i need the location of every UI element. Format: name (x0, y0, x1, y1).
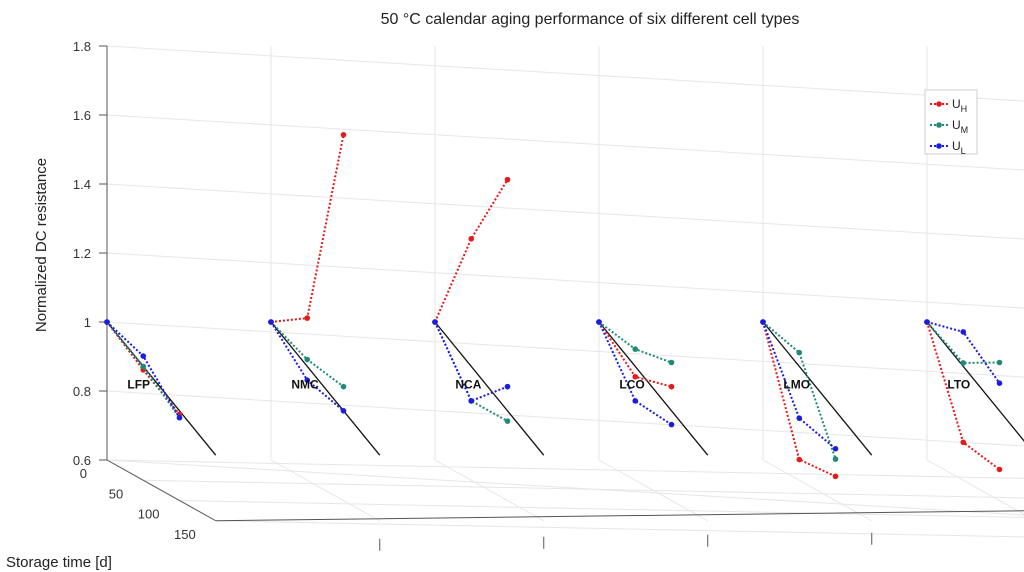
legend-box (924, 89, 978, 155)
data-point-lto-ul (996, 380, 1003, 387)
series-line-nmc-uh (270, 134, 345, 323)
data-point-lmo-ul (832, 445, 839, 452)
floor-gridline-depth (434, 459, 544, 522)
z-tick-label: 1.6 (73, 108, 91, 123)
floor-gridline-depth (270, 459, 380, 522)
time-tick-label: 50 (109, 486, 123, 501)
data-point-nmc-um (304, 356, 311, 363)
data-point-nmc-ul (340, 408, 347, 414)
legend-marker-um (936, 122, 942, 128)
series-line-lmo-uh (762, 321, 836, 478)
z-tick-label: 1.8 (73, 39, 91, 54)
z-gridline (106, 183, 1024, 240)
data-point-nmc-um (340, 383, 347, 390)
cell-label-lmo: LMO (783, 378, 810, 392)
series-line-lco-um (598, 321, 672, 364)
cell-label-lco: LCO (619, 378, 644, 392)
axes (99, 45, 1024, 551)
data-point-lto-ul (924, 319, 930, 325)
data-point-lco-uh (632, 373, 639, 380)
z-tick-label: 1 (84, 315, 91, 330)
z-tick-label: 0.6 (73, 453, 91, 468)
x-axis-line (215, 510, 1024, 522)
data-point-lco-ul (668, 421, 675, 428)
z-gridline (106, 252, 1024, 309)
data-point-lmo-uh (832, 473, 839, 480)
data-point-lfp-ul (104, 319, 110, 325)
floor-gridline (179, 500, 1024, 518)
data-point-nca-ul (432, 319, 438, 325)
data-point-lmo-um (796, 349, 803, 356)
cell-label-nmc: NMC (291, 378, 319, 392)
data-point-lfp-ul (140, 353, 147, 359)
z-axis-label: Normalized DC resistance (33, 158, 50, 332)
data-point-nca-ul (468, 398, 475, 404)
series-line-lco-ul (598, 321, 673, 426)
data-point-lco-ul (596, 319, 602, 325)
data-point-nca-um (504, 418, 511, 424)
reference-line-lco (598, 321, 709, 456)
legend-marker-uh (936, 101, 942, 107)
data-point-lmo-ul (796, 415, 803, 421)
time-axis-line (106, 459, 216, 522)
reference-line-lto (926, 321, 1024, 442)
cell-label-lto: LTO (947, 378, 970, 392)
data-point-lto-um (996, 359, 1003, 366)
series-line-nca-um (434, 321, 508, 423)
legend-marker-ul (936, 143, 942, 149)
z-gridline (106, 114, 1024, 171)
floor-gridline-depth (762, 459, 872, 522)
data-point-lto-ul (960, 329, 967, 335)
z-gridline (106, 459, 1024, 516)
z-tick-label: 0.8 (73, 384, 91, 399)
chart-title: 50 °C calendar aging performance of six … (381, 11, 800, 28)
z-tick-label: 1.4 (73, 177, 91, 192)
data-point-lmo-um (832, 456, 839, 462)
series-line-nca-uh (434, 179, 509, 323)
time-tick-label: 150 (174, 527, 196, 542)
data-point-lco-uh (668, 383, 675, 390)
data-point-lto-um (960, 360, 967, 366)
data-point-lto-uh (960, 439, 967, 446)
time-axis-label: Storage time [d] (6, 554, 112, 571)
reference-line-lmo (762, 321, 873, 456)
data-point-lco-um (632, 346, 639, 352)
data-point-lco-um (668, 359, 675, 366)
floor-gridline (143, 479, 1024, 499)
data-point-lfp-ul (176, 414, 183, 421)
z-tick-label: 1.2 (73, 246, 91, 261)
floor-gridline (215, 520, 1024, 538)
data-point-nmc-ul (304, 377, 311, 384)
time-tick-label: 0 (80, 466, 87, 481)
reference-line-nmc (270, 321, 381, 456)
z-gridline (106, 321, 1024, 378)
series-line-nca-ul (434, 321, 508, 403)
data-point-lfp-um (140, 363, 147, 370)
data-point-nmc-uh (304, 315, 311, 321)
tick-labels: 0.6 0.8 1 1.2 1.4 1.6 1.8 0 50 100 150 (73, 39, 196, 542)
data-point-lmo-uh (796, 456, 803, 463)
floor-gridline-depth (598, 459, 708, 522)
data-point-lmo-ul (760, 319, 766, 325)
cell-label-nca: NCA (455, 378, 481, 392)
data-point-nca-ul (504, 383, 511, 390)
grid-lines (106, 45, 1024, 538)
data-point-nca-uh (468, 235, 475, 242)
data-point-nmc-ul (268, 319, 274, 325)
cell-type-labels: LFP NMC NCA LCO LMO LTO (127, 378, 970, 392)
series-line-lto-uh (926, 321, 1001, 471)
time-tick-label: 100 (138, 507, 160, 522)
data-point-lto-uh (996, 466, 1003, 473)
floor-gridline (106, 459, 1024, 479)
data-point-nca-uh (504, 176, 511, 183)
z-gridline (106, 45, 1024, 102)
reference-line-nca (434, 321, 545, 456)
cell-label-lfp: LFP (127, 378, 150, 392)
z-gridline (106, 390, 1024, 447)
series-lines (104, 132, 1024, 480)
data-point-lco-ul (632, 398, 639, 404)
data-point-nmc-uh (340, 132, 347, 138)
